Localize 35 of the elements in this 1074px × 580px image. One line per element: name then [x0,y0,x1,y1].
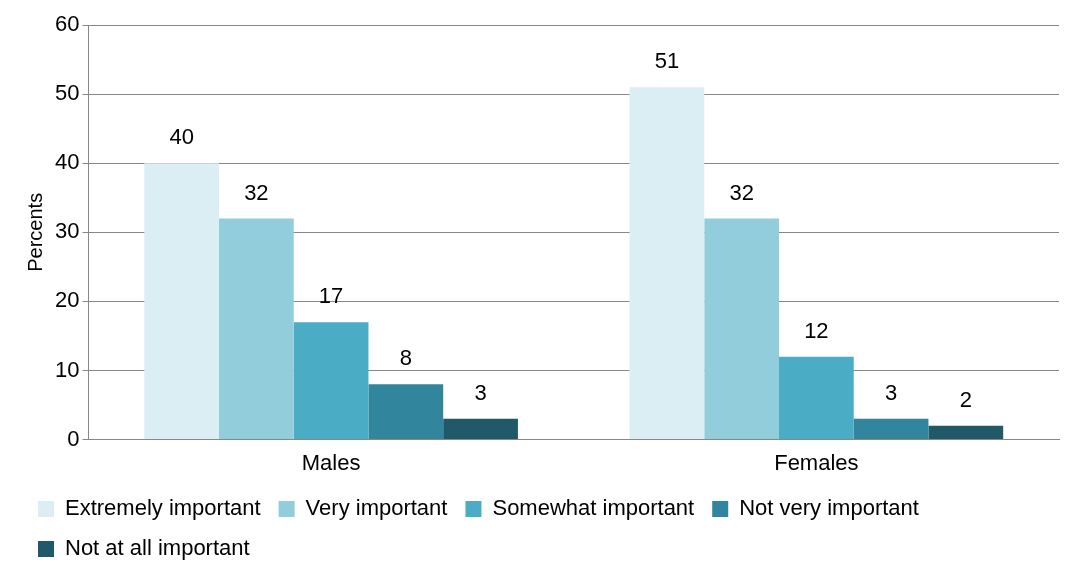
bar [443,418,518,440]
y-tick-label: 40 [54,149,80,175]
bar [853,418,929,440]
data-label: 12 [804,317,829,343]
data-label: 51 [654,48,680,74]
data-label: 40 [169,124,194,150]
bar [293,322,369,440]
x-tick-label: Males [301,449,361,475]
bar [144,163,220,440]
data-label: 32 [244,179,269,205]
data-label: 8 [399,345,412,371]
bar [219,218,294,440]
y-tick-label: 60 [54,11,80,37]
data-label: 2 [959,386,972,412]
legend-label: Somewhat important [492,495,695,521]
data-label: 17 [318,283,344,309]
y-tick-label: 10 [54,356,80,382]
bar [704,218,779,440]
legend-label: Extremely important [65,495,261,521]
y-tick-label: 50 [54,80,80,106]
bar [368,384,444,440]
data-label: 3 [474,379,487,405]
data-label: 32 [729,179,754,205]
data-label: 3 [884,379,898,405]
legend-label: Not very important [739,495,919,521]
y-tick-label: 20 [54,287,80,313]
legend-label: Not at all important [65,535,250,561]
y-tick-label: 0 [67,425,80,451]
y-tick-label: 30 [54,218,80,244]
legend-label: Very important [305,495,448,521]
bar [629,87,705,440]
y-axis-title: Percents [23,192,46,272]
x-tick-label: Females [774,449,859,475]
bar [779,356,854,440]
bar [928,425,1004,440]
